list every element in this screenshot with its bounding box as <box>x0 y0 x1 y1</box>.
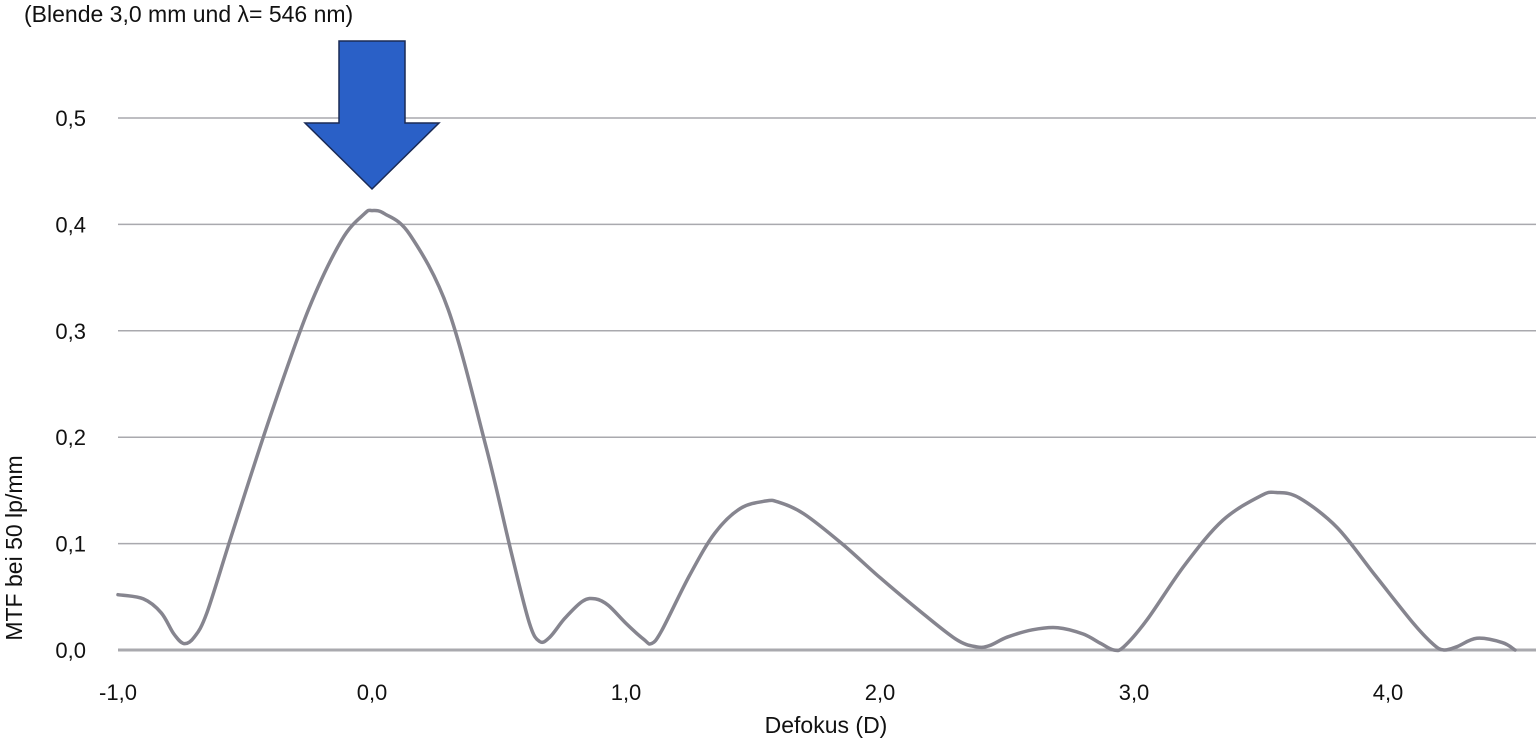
y-tick-label: 0,5 <box>55 106 86 131</box>
y-tick-label: 0,4 <box>55 212 86 237</box>
x-tick-label: 2,0 <box>865 680 896 705</box>
y-tick-label: 0,0 <box>55 638 86 663</box>
x-tick-label: 1,0 <box>611 680 642 705</box>
y-tick-labels: 0,0 0,1 0,2 0,3 0,4 0,5 <box>55 106 86 663</box>
y-tick-label: 0,3 <box>55 319 86 344</box>
x-tick-label: 3,0 <box>1119 680 1150 705</box>
y-axis-label: MTF bei 50 lp/mm <box>1 455 27 640</box>
x-tick-label: 4,0 <box>1373 680 1404 705</box>
x-tick-label: 0,0 <box>357 680 388 705</box>
y-tick-label: 0,1 <box>55 532 86 557</box>
series-line-mtf <box>116 208 1517 653</box>
grid-lines <box>118 117 1536 652</box>
x-tick-label: -1,0 <box>99 680 137 705</box>
x-axis-label: Defokus (D) <box>765 712 888 738</box>
peak-arrow-icon <box>303 40 441 191</box>
y-tick-label: 0,2 <box>55 425 86 450</box>
x-tick-labels: -1,0 0,0 1,0 2,0 3,0 4,0 <box>99 680 1403 705</box>
chart-subtitle: (Blende 3,0 mm und λ= 546 nm) <box>24 1 353 27</box>
